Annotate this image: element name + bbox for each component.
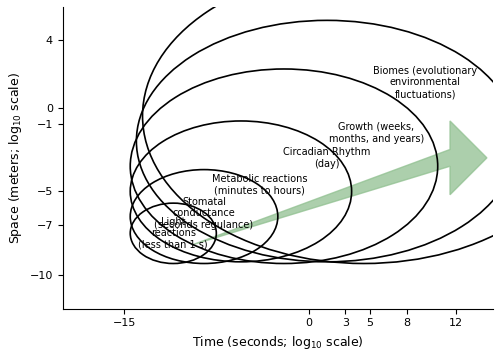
Text: Growth (weeks,
months, and years): Growth (weeks, months, and years) [328,122,424,144]
Y-axis label: Space (meters; log$_{10}$ scale): Space (meters; log$_{10}$ scale) [7,72,24,244]
Polygon shape [192,121,487,245]
Text: Metabolic reactions
(minutes to hours): Metabolic reactions (minutes to hours) [212,174,307,195]
X-axis label: Time (seconds; log$_{10}$ scale): Time (seconds; log$_{10}$ scale) [192,334,364,351]
Text: Biomes (evolutionary
environmental
fluctuations): Biomes (evolutionary environmental fluct… [374,66,478,99]
Text: Stomatal
conductance
(seconds regulance): Stomatal conductance (seconds regulance) [154,197,254,230]
Text: Circadian Rhythm
(day): Circadian Rhythm (day) [284,147,370,169]
Text: Light
reactions
(less than 1 s): Light reactions (less than 1 s) [138,217,208,250]
